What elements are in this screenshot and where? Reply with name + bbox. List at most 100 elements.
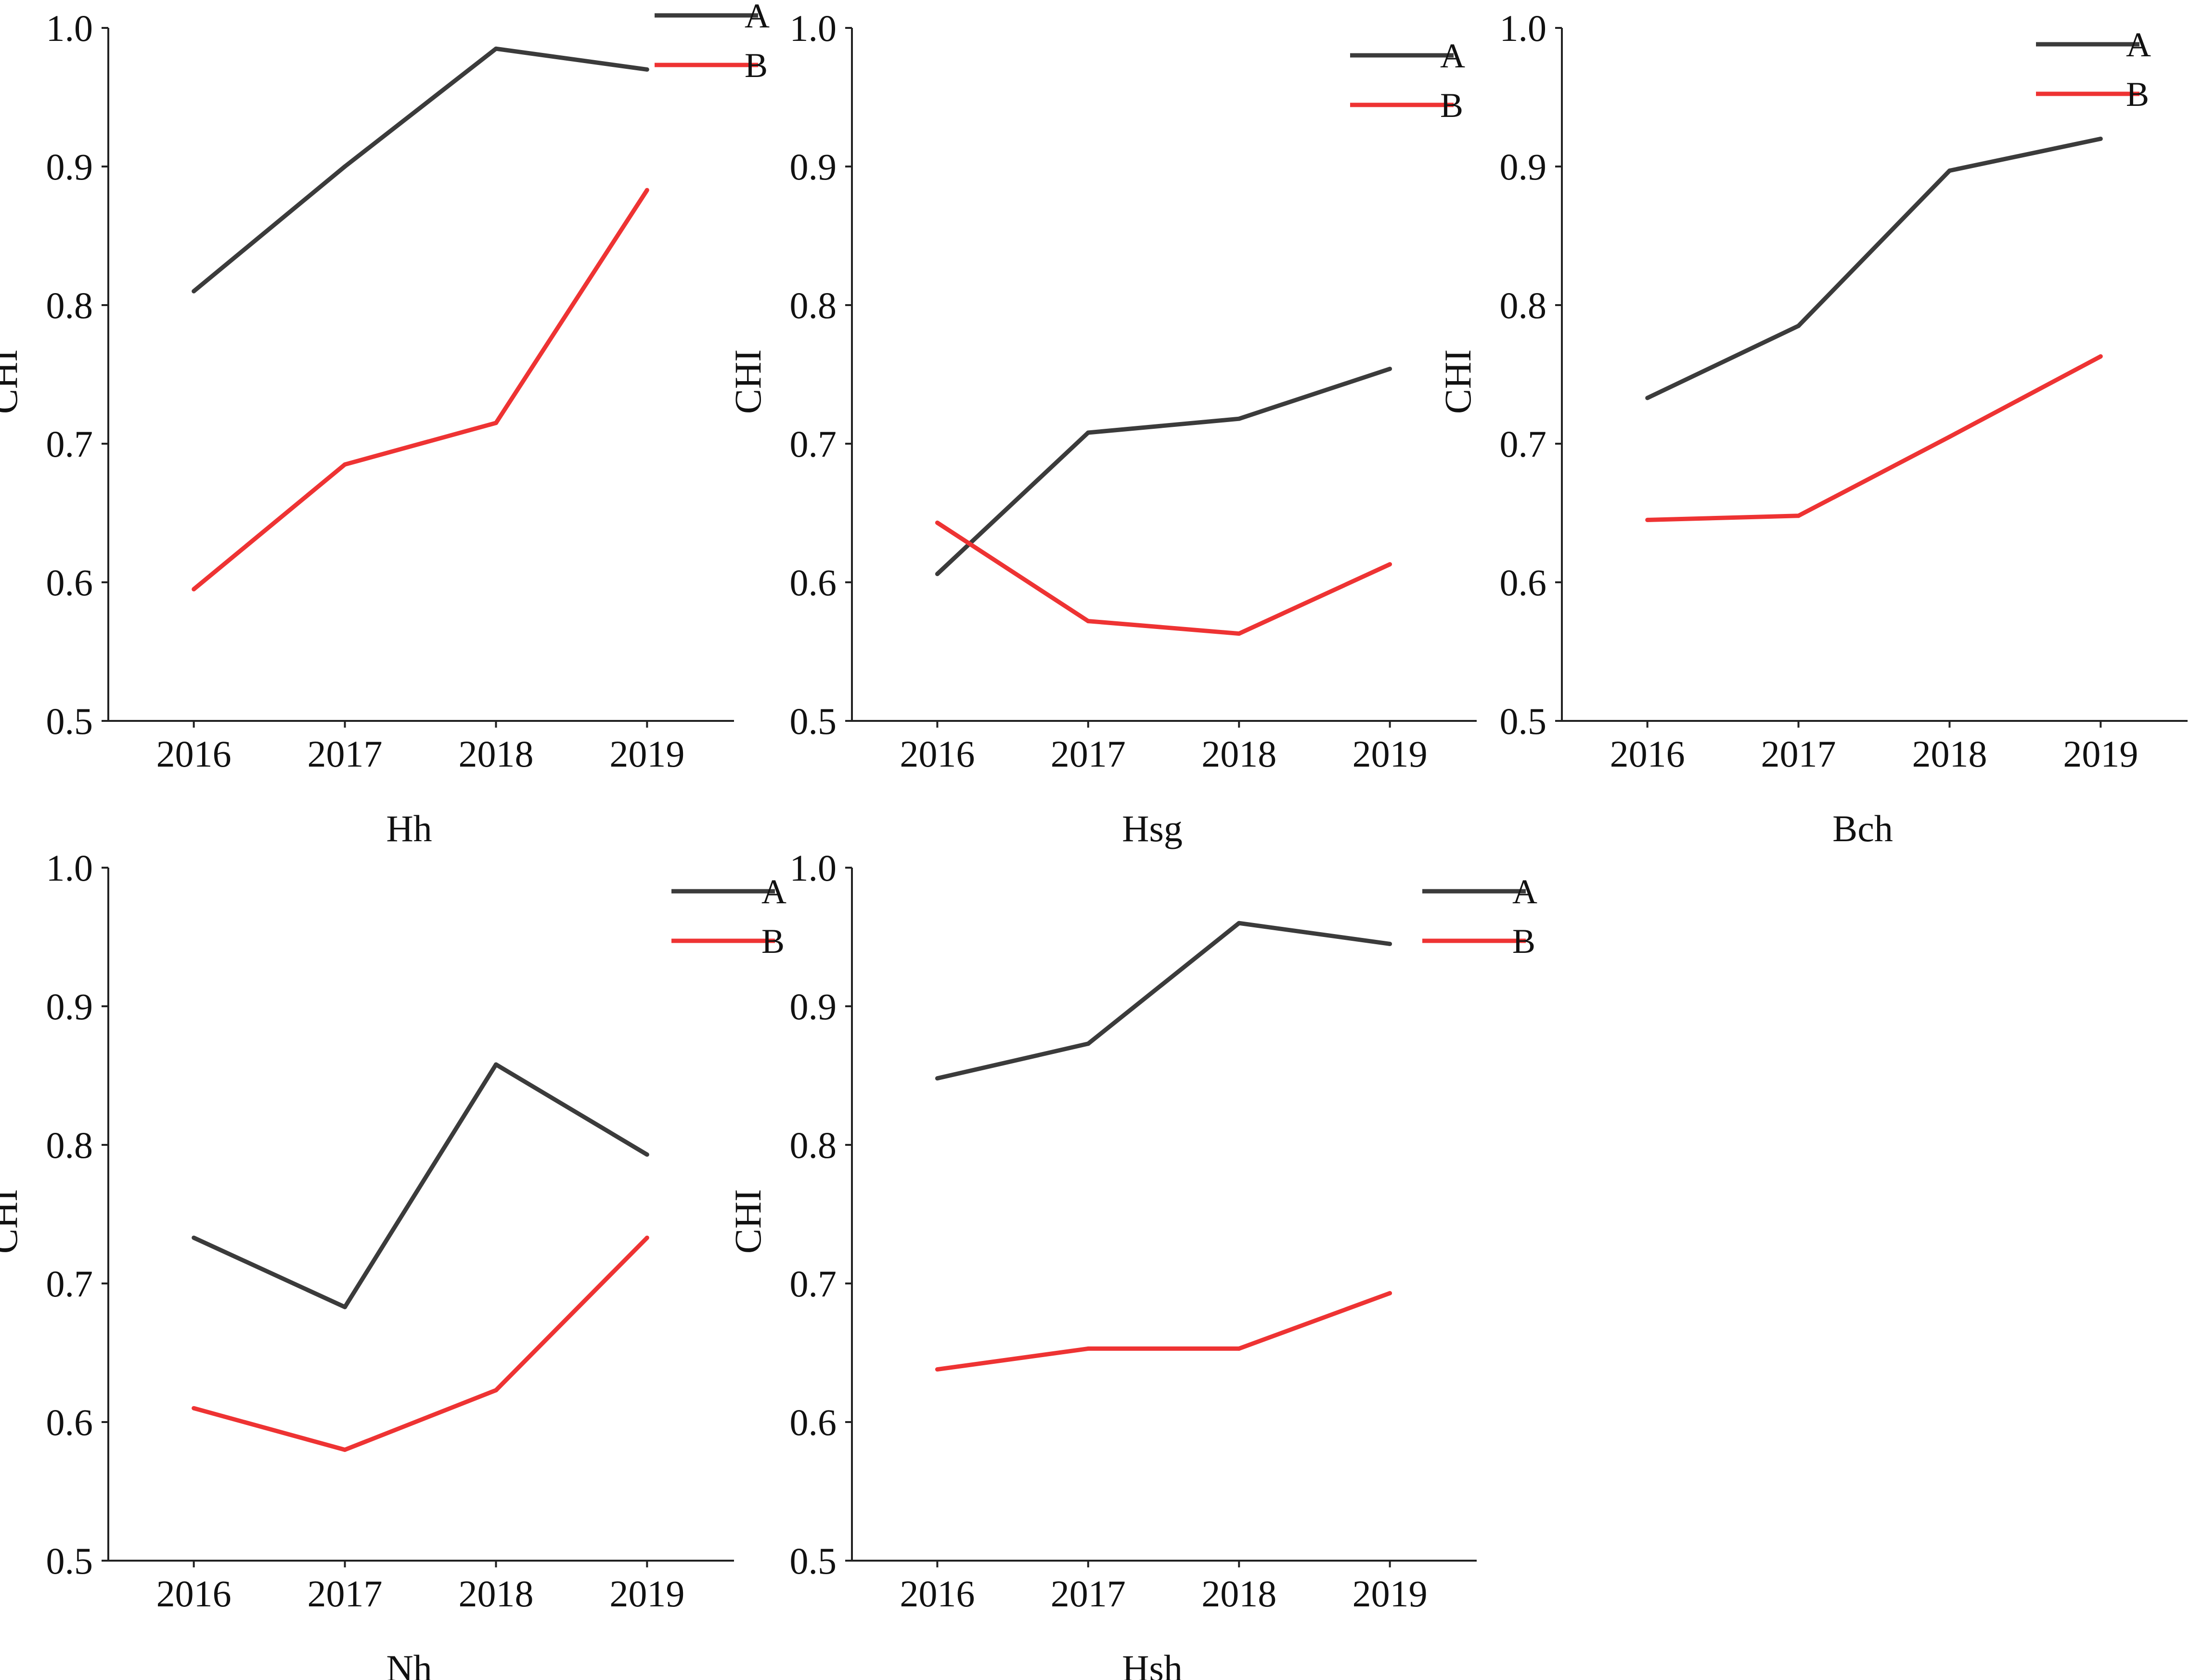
legend-label-a: A bbox=[745, 0, 770, 35]
legend-label-a: A bbox=[1512, 872, 1537, 911]
y-tick-label: 0.7 bbox=[46, 423, 93, 465]
data-point-a bbox=[644, 67, 649, 72]
data-point-a bbox=[192, 289, 196, 294]
x-tick-label: 2017 bbox=[308, 733, 383, 775]
x-tick-label: 2016 bbox=[1610, 733, 1685, 775]
series-line-b bbox=[1647, 354, 2102, 522]
y-axis-title: CHI bbox=[727, 349, 769, 414]
x-axis-title: Bch bbox=[1832, 808, 1893, 849]
data-point-a bbox=[935, 572, 940, 577]
y-axis-title: CHI bbox=[1437, 349, 1479, 414]
y-tick-label: 0.8 bbox=[1500, 284, 1547, 326]
x-axis-title: Hh bbox=[386, 808, 432, 849]
y-tick-label: 0.7 bbox=[790, 423, 837, 465]
data-point-b bbox=[1388, 562, 1392, 567]
y-tick-label: 1.0 bbox=[790, 847, 837, 889]
x-tick-label: 2016 bbox=[900, 1573, 975, 1615]
data-point-b bbox=[1237, 631, 1241, 636]
legend-label-b: B bbox=[1440, 86, 1463, 125]
x-tick-label: 2019 bbox=[1353, 733, 1428, 775]
data-point-b bbox=[1086, 619, 1091, 624]
y-tick-label: 0.8 bbox=[790, 284, 837, 326]
x-tick-label: 2016 bbox=[900, 733, 975, 775]
x-tick-label: 2018 bbox=[458, 1573, 533, 1615]
data-point-a bbox=[1645, 396, 1650, 400]
x-axis-title: Nh bbox=[386, 1647, 432, 1680]
data-point-a bbox=[1796, 323, 1801, 328]
y-tick-label: 0.6 bbox=[46, 1401, 93, 1443]
data-point-b bbox=[935, 520, 940, 525]
y-tick-label: 0.5 bbox=[46, 700, 93, 742]
data-point-a bbox=[1388, 366, 1392, 371]
series-line-b bbox=[193, 1236, 649, 1452]
chart-panel-hsg: 0.5 0.6 0.7 0.8 0.9 1.0 2016 2017 2018 2019 Hsg CHI… bbox=[727, 7, 1477, 849]
x-tick-label: 2017 bbox=[308, 1573, 383, 1615]
y-tick-label: 0.9 bbox=[1500, 146, 1547, 188]
x-tick-label: 2019 bbox=[609, 733, 684, 775]
data-point-a bbox=[192, 1235, 196, 1240]
legend-label-b: B bbox=[761, 922, 785, 961]
legend-label-a: A bbox=[2126, 26, 2151, 64]
y-tick-label: 0.8 bbox=[46, 284, 93, 326]
series-line-a bbox=[192, 46, 648, 293]
data-point-b bbox=[1086, 1346, 1091, 1351]
data-point-a bbox=[1947, 168, 1952, 173]
data-point-b bbox=[2098, 354, 2103, 359]
chart-panel-hsh: 0.5 0.6 0.7 0.8 0.9 1.0 2016 2017 2018 2019 Hsh CHI… bbox=[727, 847, 1537, 1680]
data-point-b bbox=[192, 1406, 196, 1411]
x-tick-label: 2019 bbox=[2063, 733, 2138, 775]
y-tick-label: 0.8 bbox=[790, 1124, 837, 1166]
data-point-b bbox=[1388, 1291, 1392, 1295]
chart-legend: AB bbox=[655, 0, 770, 85]
y-axis-title: CHI bbox=[0, 1189, 25, 1254]
x-tick-label: 2016 bbox=[156, 733, 232, 775]
y-tick-label: 1.0 bbox=[790, 7, 837, 49]
y-tick-label: 1.0 bbox=[46, 7, 93, 49]
data-point-b bbox=[935, 1367, 940, 1372]
y-tick-label: 0.9 bbox=[790, 986, 837, 1027]
chart-legend: AB bbox=[1350, 37, 1465, 125]
chart-legend: AB bbox=[1422, 872, 1537, 961]
series-line-a bbox=[193, 1062, 648, 1309]
series-line-b bbox=[937, 1291, 1391, 1372]
y-tick-label: 1.0 bbox=[1500, 7, 1547, 49]
data-point-a bbox=[1388, 941, 1392, 946]
y-tick-label: 0.6 bbox=[790, 1401, 837, 1443]
series-line-b bbox=[936, 521, 1391, 636]
x-tick-label: 2016 bbox=[156, 1573, 232, 1615]
data-point-b bbox=[644, 1235, 649, 1240]
data-point-b bbox=[192, 587, 196, 591]
x-axis-title: Hsh bbox=[1122, 1647, 1183, 1680]
legend-label-a: A bbox=[1440, 37, 1465, 75]
data-point-b bbox=[1237, 1346, 1241, 1351]
data-point-a bbox=[1086, 430, 1091, 435]
data-point-a bbox=[343, 164, 348, 169]
chart-legend: AB bbox=[2036, 26, 2151, 114]
y-tick-label: 0.7 bbox=[790, 1263, 837, 1305]
chart-legend: AB bbox=[671, 872, 786, 961]
legend-label-a: A bbox=[761, 872, 786, 911]
x-tick-label: 2018 bbox=[458, 733, 533, 775]
data-point-a bbox=[644, 1152, 649, 1157]
x-tick-label: 2017 bbox=[1761, 733, 1836, 775]
data-point-b bbox=[1947, 435, 1952, 439]
chart-panel-hh: 0.5 0.6 0.7 0.8 0.9 1.0 2016 2017 2018 2019 Hh CHI A… bbox=[0, 0, 770, 849]
data-point-a bbox=[1237, 921, 1241, 925]
y-tick-label: 0.9 bbox=[46, 146, 93, 188]
x-tick-label: 2017 bbox=[1051, 733, 1126, 775]
series-line-a bbox=[1646, 136, 2101, 400]
y-tick-label: 0.5 bbox=[790, 1540, 837, 1582]
y-tick-label: 0.6 bbox=[790, 562, 837, 603]
data-point-b bbox=[493, 1388, 498, 1393]
data-point-b bbox=[343, 462, 348, 467]
x-tick-label: 2019 bbox=[609, 1573, 684, 1615]
y-axis-title: CHI bbox=[727, 1189, 769, 1254]
legend-label-b: B bbox=[745, 46, 768, 85]
data-point-b bbox=[1645, 517, 1650, 522]
x-tick-label: 2018 bbox=[1201, 1573, 1276, 1615]
y-tick-label: 0.8 bbox=[46, 1124, 93, 1166]
legend-label-b: B bbox=[2126, 75, 2149, 114]
data-point-a bbox=[343, 1305, 348, 1309]
x-tick-label: 2017 bbox=[1051, 1573, 1126, 1615]
